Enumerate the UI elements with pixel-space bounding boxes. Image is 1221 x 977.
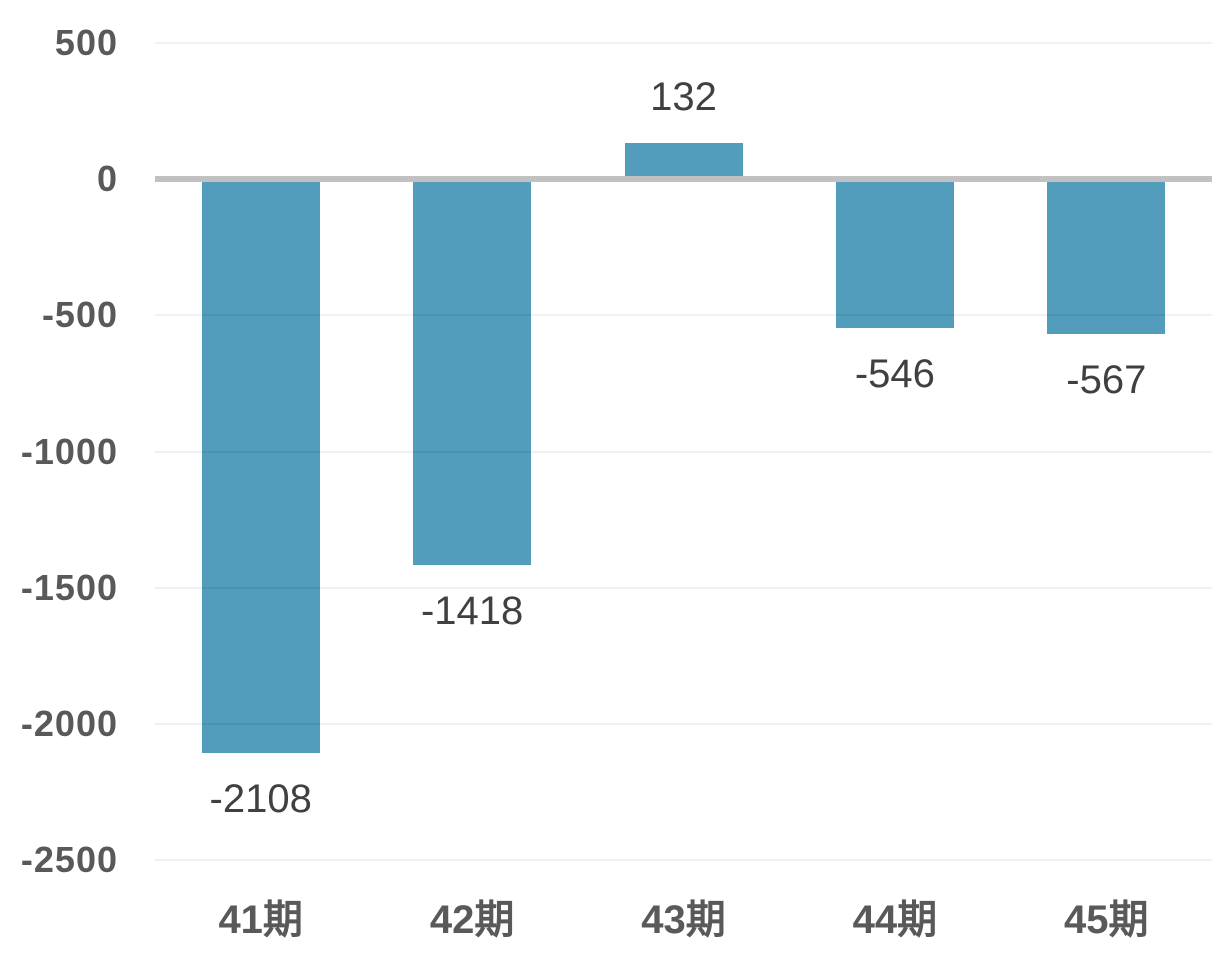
data-label: -567	[1066, 357, 1147, 402]
y-tick-label: -2000	[20, 702, 118, 744]
x-axis-label: 42期	[429, 898, 515, 942]
data-label: 132	[650, 75, 717, 120]
bar-42期	[413, 179, 532, 566]
gridline	[155, 586, 1212, 589]
y-tick-label: -1000	[20, 430, 118, 472]
x-axis-label: 43期	[641, 898, 726, 942]
data-label: -546	[854, 351, 935, 396]
bar-44期	[835, 179, 954, 328]
y-tick-label: -500	[41, 294, 118, 336]
gridline	[155, 722, 1212, 725]
x-axis-label: 44期	[852, 898, 938, 942]
x-axis-label: 45期	[1064, 898, 1149, 942]
y-tick-label: 0	[96, 158, 118, 200]
zero-axis-line	[155, 176, 1212, 183]
gridline	[155, 42, 1212, 44]
gridline	[155, 450, 1212, 453]
data-label: -1418	[420, 589, 524, 634]
y-tick-label: -2500	[20, 839, 118, 880]
gridline	[155, 859, 1212, 861]
gridline	[155, 314, 1212, 317]
x-axis-label: 41期	[218, 898, 303, 942]
y-tick-label: -1500	[20, 566, 118, 608]
y-tick-label: 500	[54, 22, 118, 63]
data-label: -2108	[209, 777, 312, 822]
bar-43期	[624, 143, 743, 180]
bar-45期	[1047, 179, 1166, 334]
bar-41期	[201, 179, 320, 754]
